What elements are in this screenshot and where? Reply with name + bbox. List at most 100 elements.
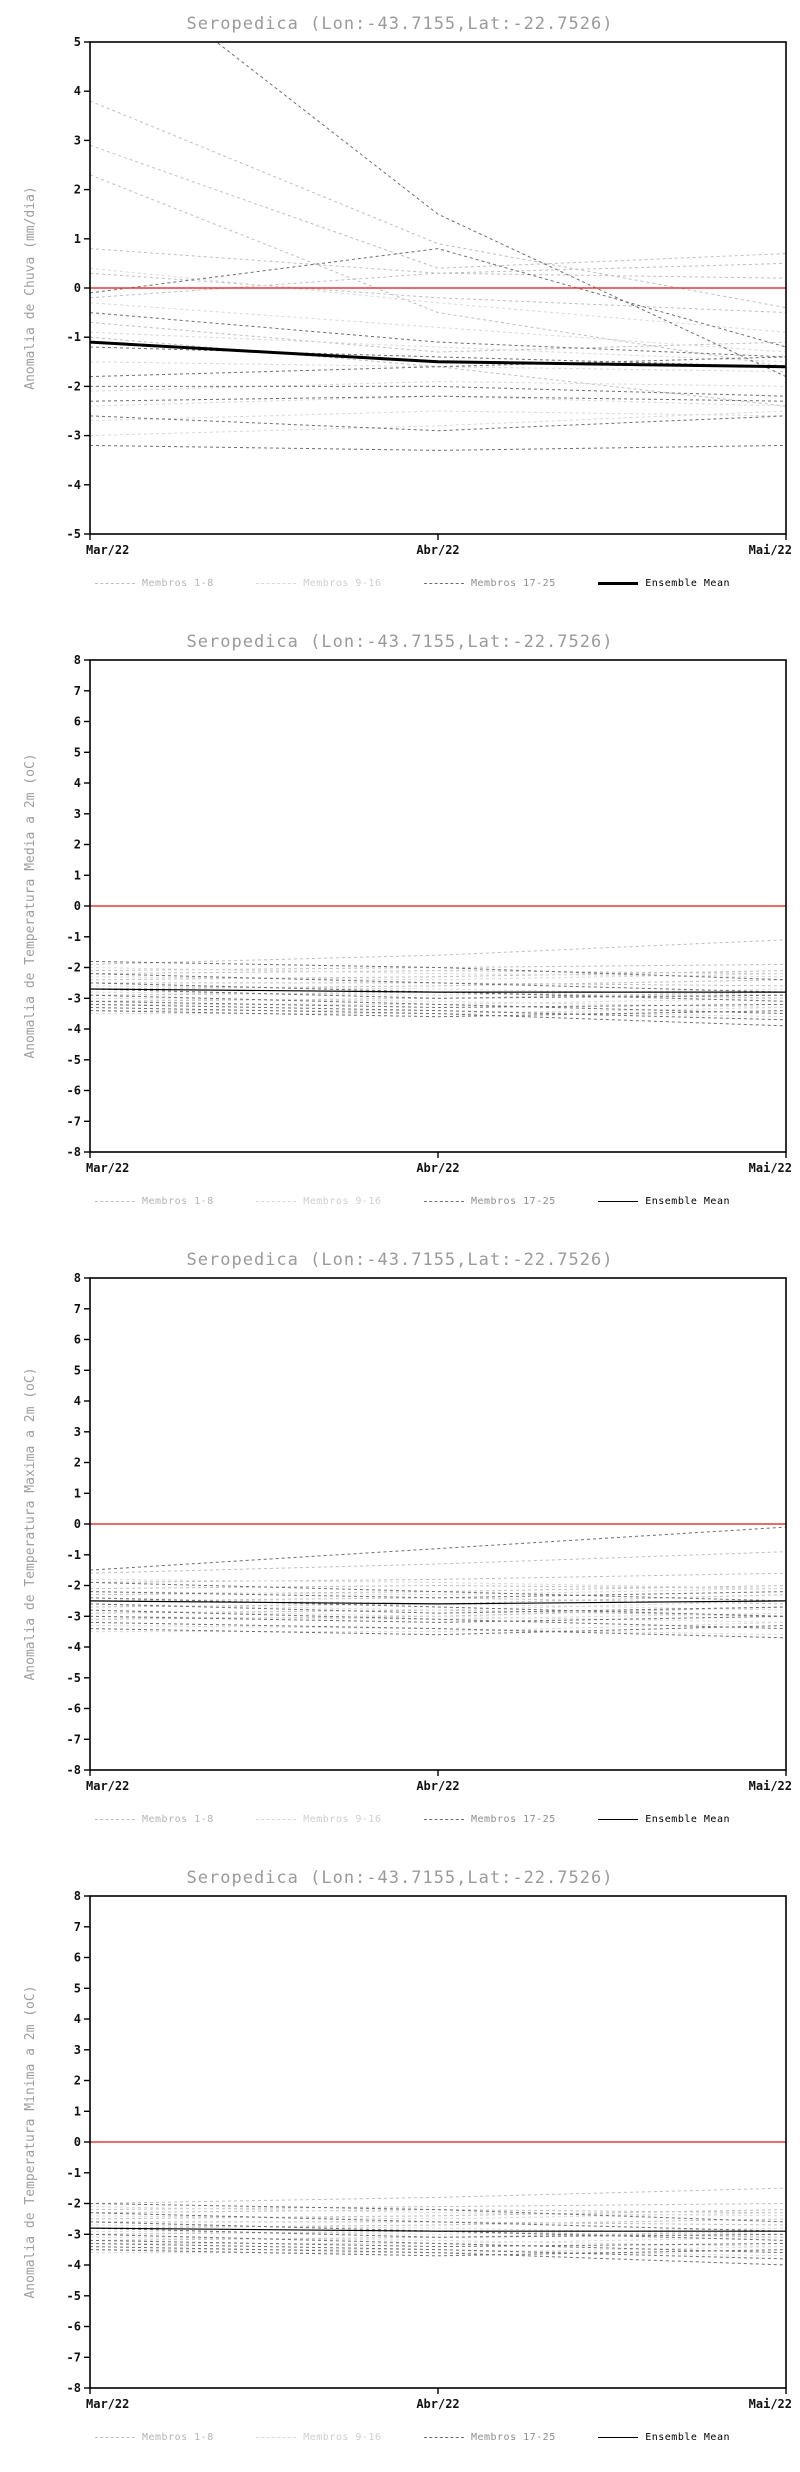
y-tick-label: 4	[74, 1394, 81, 1408]
member-line	[90, 346, 786, 368]
member-line	[90, 2243, 786, 2260]
member-line	[90, 2233, 786, 2254]
member-line	[90, 973, 786, 993]
rain-anomaly-chart: Anomalia de Chuva (mm/dia) -5 -4 -3 -2 -1 0 1 2…	[23, 36, 792, 557]
ensemble-mean-line-sample	[598, 1819, 639, 1820]
members-9-16-line-sample	[256, 1819, 297, 1820]
member-line	[90, 248, 786, 274]
legend-label: Membros 17-25	[470, 2432, 556, 2443]
min-temperature-anomaly-panel: Seropedica (Lon:-43.7155,Lat:-22.7526) A…	[0, 1854, 800, 2472]
y-tick-label: 5	[74, 1981, 81, 1995]
member-line	[90, 2249, 786, 2257]
y-tick-label: -3	[67, 2227, 81, 2241]
member-line	[90, 2236, 786, 2248]
y-tick-label: -5	[67, 527, 81, 541]
member-line	[90, 960, 786, 981]
x-tick-label: Mar/22	[86, 543, 129, 557]
member-line	[90, 1621, 786, 1633]
ensemble-member-lines	[90, 939, 786, 1027]
y-tick-label: -3	[67, 1609, 81, 1623]
chart-legend: Membros 1-8 Membros 9-16 Membros 17-25 E…	[0, 576, 800, 589]
y-tick-label: -1	[67, 2166, 81, 2180]
y-tick-label: -1	[67, 1548, 81, 1562]
y-tick-label: 6	[74, 715, 81, 729]
ensemble-member-lines	[90, 2187, 786, 2266]
member-line	[90, 1591, 786, 1599]
y-tick-label: -4	[67, 1022, 81, 1036]
member-line	[90, 2187, 786, 2204]
member-line	[90, 979, 786, 990]
y-tick-label: 1	[74, 232, 81, 246]
y-tick-label: -8	[67, 1763, 81, 1777]
legend-label: Ensemble Mean	[645, 2432, 730, 2443]
legend-label: Ensemble Mean	[645, 1814, 730, 1825]
ensemble-mean-line-sample	[598, 1201, 639, 1202]
legend-item-members-1-8: Membros 1-8	[95, 1196, 214, 1207]
legend-label: Membros 1-8	[142, 1196, 214, 1207]
member-line	[90, 1010, 786, 1018]
members-17-25-line-sample	[423, 1201, 464, 1202]
max-temperature-anomaly-panel: Seropedica (Lon:-43.7155,Lat:-22.7526) A…	[0, 1236, 800, 1854]
y-tick-label: -5	[67, 1053, 81, 1067]
y-tick-label: -2	[67, 2197, 81, 2211]
members-9-16-line-sample	[256, 2437, 297, 2438]
y-tick-label: 3	[74, 133, 81, 147]
member-line	[90, 272, 786, 299]
ensemble-mean-line-sample	[598, 582, 639, 585]
y-tick-label: 4	[74, 84, 81, 98]
x-tick-label: Abr/22	[416, 2397, 459, 2411]
ensemble-mean-line	[89, 988, 786, 993]
y-tick-label: 2	[74, 838, 81, 852]
member-line	[90, 380, 786, 392]
legend-item-members-9-16: Membros 9-16	[256, 578, 381, 589]
member-line	[90, 1572, 786, 1583]
chart-title: Seropedica (Lon:-43.7155,Lat:-22.7526)	[186, 1868, 614, 1888]
member-line	[90, 1000, 786, 1009]
y-tick-label: 2	[74, 183, 81, 197]
y-tick-label: -1	[67, 330, 81, 344]
x-tick-label: Mai/22	[749, 543, 792, 557]
y-tick-label: -4	[67, 478, 81, 492]
member-line	[90, 2246, 786, 2266]
x-tick-label: Abr/22	[416, 1161, 459, 1175]
plot-frame	[89, 1277, 787, 1771]
y-tick-label: 2	[74, 1456, 81, 1470]
member-line	[90, 1551, 786, 1574]
member-line	[90, 1007, 786, 1027]
member-line	[90, 1003, 786, 1021]
member-line	[90, 174, 786, 368]
chart-title: Seropedica (Lon:-43.7155,Lat:-22.7526)	[186, 632, 614, 652]
legend-item-ensemble-mean: Ensemble Mean	[598, 578, 730, 589]
member-line	[90, 2239, 786, 2248]
member-line	[90, 2203, 786, 2223]
y-tick-label: -2	[67, 961, 81, 975]
legend-label: Membros 9-16	[303, 1814, 382, 1825]
members-1-8-line-sample	[95, 583, 135, 584]
legend-label: Ensemble Mean	[645, 1196, 730, 1207]
y-tick-label: -3	[67, 429, 81, 443]
y-tick-label: 8	[74, 1890, 81, 1903]
chart-legend: Membros 1-8 Membros 9-16 Membros 17-25 E…	[0, 2430, 800, 2443]
member-line	[90, 395, 786, 407]
y-tick-label: -7	[67, 2350, 81, 2364]
y-axis-label: Anomalia de Temperatura Maxima a 2m (oC)	[23, 1367, 38, 1680]
y-tick-label: -8	[67, 1145, 81, 1159]
plot-frame	[89, 41, 787, 535]
member-line	[90, 267, 786, 333]
legend-item-ensemble-mean: Ensemble Mean	[598, 1814, 730, 1825]
member-line	[90, 1578, 786, 1590]
member-line	[90, 272, 786, 314]
members-9-16-line-sample	[256, 583, 297, 584]
y-tick-label: -6	[67, 1084, 81, 1098]
member-line	[90, 2212, 786, 2232]
y-tick-label: 5	[74, 745, 81, 759]
member-line	[90, 1600, 786, 1611]
member-line	[90, 1615, 786, 1623]
member-line	[90, 248, 786, 348]
y-tick-label: 7	[74, 684, 81, 698]
member-line	[90, 1597, 786, 1617]
member-line	[90, 997, 786, 1008]
rain-anomaly-panel: Seropedica (Lon:-43.7155,Lat:-22.7526) A…	[0, 0, 800, 618]
legend-item-members-17-25: Membros 17-25	[423, 2432, 556, 2443]
ensemble-member-lines	[90, 1526, 786, 1639]
